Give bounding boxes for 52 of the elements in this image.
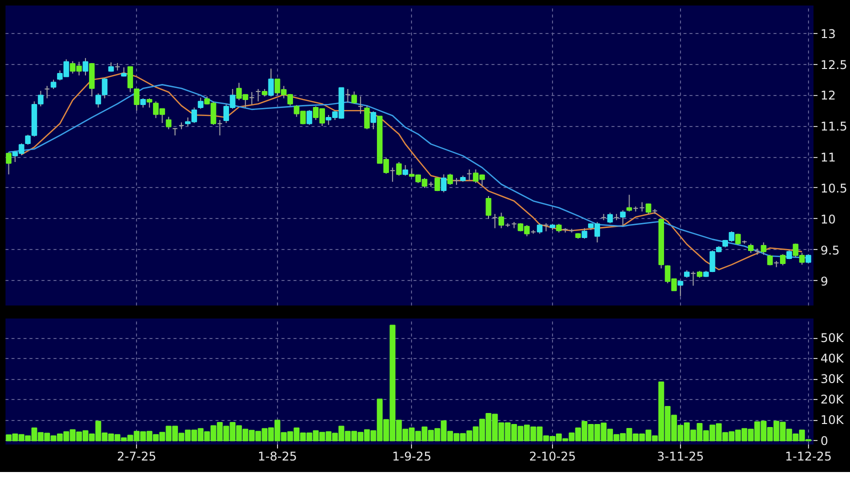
candlestick [198, 97, 204, 110]
x-tick-label: 2-10-25 [529, 450, 576, 464]
x-tick-label: 1-8-25 [258, 450, 297, 464]
y-tick-label: 11.5 [820, 120, 848, 134]
candlestick [146, 98, 152, 108]
y-tick-label: 12 [820, 88, 836, 103]
candlestick [344, 88, 351, 104]
candlestick [134, 88, 140, 112]
y-tick-label: 11 [820, 150, 836, 165]
y-tick-label: 40K [820, 352, 845, 366]
candlestick [217, 119, 223, 136]
candlestick [402, 164, 408, 176]
candlestick [466, 168, 472, 182]
y-tick-label: 10.5 [820, 181, 848, 196]
y-tick-label: 10K [820, 413, 845, 428]
candlestick [582, 228, 588, 240]
x-tick-label: 2-7-25 [117, 450, 156, 464]
candlestick [140, 98, 146, 108]
y-tick-label: 12.5 [820, 58, 848, 72]
candlestick [358, 96, 364, 114]
candlestick [806, 254, 812, 264]
y-tick-label: 9.5 [820, 243, 840, 258]
candlestick [50, 79, 56, 90]
candlestick [306, 110, 312, 126]
candlestick [364, 105, 370, 130]
y-tick-label: 20K [820, 392, 845, 407]
candlestick [486, 196, 492, 220]
candlestick [440, 174, 447, 193]
y-tick-label: 50K [820, 331, 845, 346]
y-tick-label: 9 [820, 274, 828, 288]
candlestick [492, 213, 498, 229]
x-tick-label: 3-11-25 [657, 450, 704, 464]
candlestick [370, 110, 376, 130]
candlestick [82, 58, 88, 76]
y-tick-label: 30K [820, 372, 845, 386]
x-tick-label: 1-12-25 [784, 450, 832, 464]
candlestick [127, 66, 134, 93]
candlestick [690, 270, 696, 286]
candlestick [255, 88, 262, 102]
candlestick [249, 92, 255, 105]
candlestick [268, 68, 274, 97]
x-tick-label: 1-9-25 [392, 450, 432, 464]
candlestick [166, 116, 172, 130]
candlestick [543, 222, 549, 232]
y-tick-label: 0 [820, 434, 828, 448]
candlestick [678, 280, 684, 297]
candlestick [351, 90, 357, 104]
candlestick [6, 152, 12, 175]
candlestick [44, 85, 50, 99]
y-tick-label: 10 [820, 212, 836, 226]
y-tick-label: 13 [820, 26, 836, 41]
candlestick [390, 167, 396, 182]
